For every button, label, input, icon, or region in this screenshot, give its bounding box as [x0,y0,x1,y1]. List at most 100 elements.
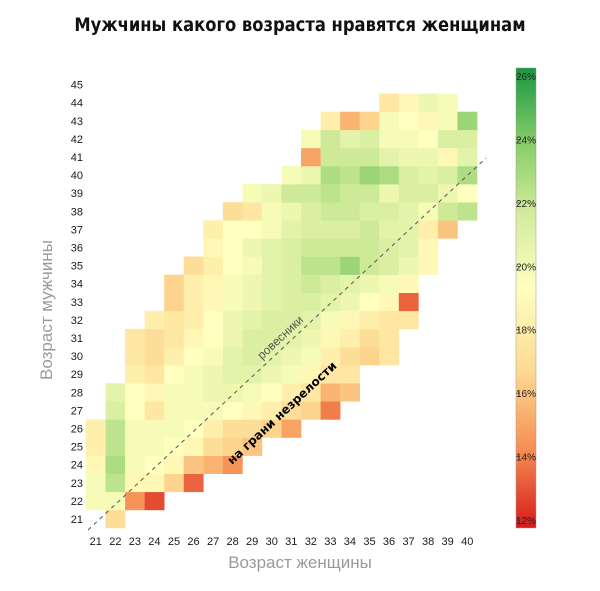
heatmap-cell [398,292,419,312]
heatmap-cell [320,129,341,149]
heatmap-cell [320,310,341,330]
heatmap-cell [301,328,321,348]
x-tick-label: 23 [129,536,141,548]
heatmap-cell [340,202,360,221]
x-tick-label: 33 [324,536,336,548]
colorbar-tick-label: 26% [516,72,536,83]
x-tick-label: 35 [363,536,375,548]
heatmap-cell [203,220,224,239]
x-tick-label: 31 [285,536,297,548]
heatmap-cell [105,491,126,511]
peer-diagonal-line [87,157,487,531]
heatmap-cell [437,202,458,221]
heatmap-cell [320,292,341,312]
heatmap-cell [261,419,282,438]
y-tick-label: 27 [71,405,83,417]
heatmap-cell [125,401,145,420]
heatmap-cell [340,310,360,330]
x-tick-label: 24 [148,536,160,548]
heatmap-cell [125,455,145,474]
x-tick-label: 38 [422,536,434,548]
heatmap-cell [301,401,321,420]
y-tick-label: 41 [71,152,83,164]
heatmap-cell [86,473,106,493]
heatmap-cell [144,491,165,511]
heatmap-cell [281,274,302,293]
x-tick-label: 37 [402,536,414,548]
heatmap-cell [301,220,321,239]
heatmap-cell [86,419,106,438]
heatmap-cell [183,473,204,493]
heatmap-cell [340,274,360,293]
heatmap-cell [359,347,380,366]
heatmap-cell [222,274,243,293]
heatmap-cell [222,455,243,474]
heatmap-cell [242,437,263,456]
heatmap-cell [359,256,380,275]
heatmap-cell [437,220,458,239]
heatmap-cell [242,292,263,312]
heatmap-cell [340,328,360,348]
heatmap-cell [242,401,263,420]
y-tick-label: 29 [71,369,83,381]
heatmap-cell [261,310,282,330]
heatmap-cell [144,310,165,330]
heatmap-cell [203,292,224,312]
heatmap-cell [340,111,360,131]
heatmap-cell [144,328,165,348]
heatmap-cell [437,129,458,149]
heatmap-cell [222,437,243,456]
y-tick-label: 44 [71,98,83,110]
colorbar-tick-label: 20% [516,262,536,273]
heatmap-cell [222,220,243,239]
heatmap-cell [281,401,302,420]
heatmap-cell [379,347,400,366]
heatmap-cell [340,365,360,384]
x-tick-label: 22 [109,536,121,548]
heatmap-cell [144,365,165,384]
heatmap-cell [164,401,185,420]
heatmap-cell [359,328,380,348]
heatmap-cell [242,347,263,366]
heatmap-cell [144,473,165,493]
heatmap-cell [242,383,263,402]
heatmap-cell [418,256,439,275]
heatmap-cell [320,401,341,420]
heatmap-cell [340,347,360,366]
heatmap-cell [418,166,439,185]
x-tick-label: 26 [187,536,199,548]
heatmap-cell [183,256,204,275]
heatmap-cell [242,238,263,257]
heatmap-cell [320,111,341,131]
heatmap-cell [359,310,380,330]
heatmap-cell [281,383,302,402]
heatmap-cell [105,419,126,438]
heatmap-cell [359,166,380,185]
heatmap-cell [457,184,478,203]
heatmap-cell [203,347,224,366]
heatmap-cell [222,256,243,275]
heatmap-cell [398,256,419,275]
heatmap-cell [301,166,321,185]
y-tick-label: 45 [71,80,83,92]
x-tick-label: 39 [442,536,454,548]
heatmap-cell [183,347,204,366]
heatmap-cell [340,220,360,239]
heatmap-cell [359,147,380,167]
heatmap-cell [261,365,282,384]
y-axis-label: Возраст мужчины [37,240,56,380]
heatmap-cell [222,383,243,402]
heatmap-cell [261,347,282,366]
chart-title: Мужчины какого возраста нравятся женщина… [74,14,526,36]
heatmap-cell [379,292,400,312]
heatmap-cell [164,347,185,366]
heatmap-cell [359,274,380,293]
heatmap-cell [261,328,282,348]
heatmap-cell [398,220,419,239]
heatmap-cell [203,455,224,474]
heatmap-cell [301,292,321,312]
heatmap-cell [242,256,263,275]
heatmap-cell [340,166,360,185]
heatmap-cell [164,383,185,402]
y-tick-label: 22 [71,496,83,508]
